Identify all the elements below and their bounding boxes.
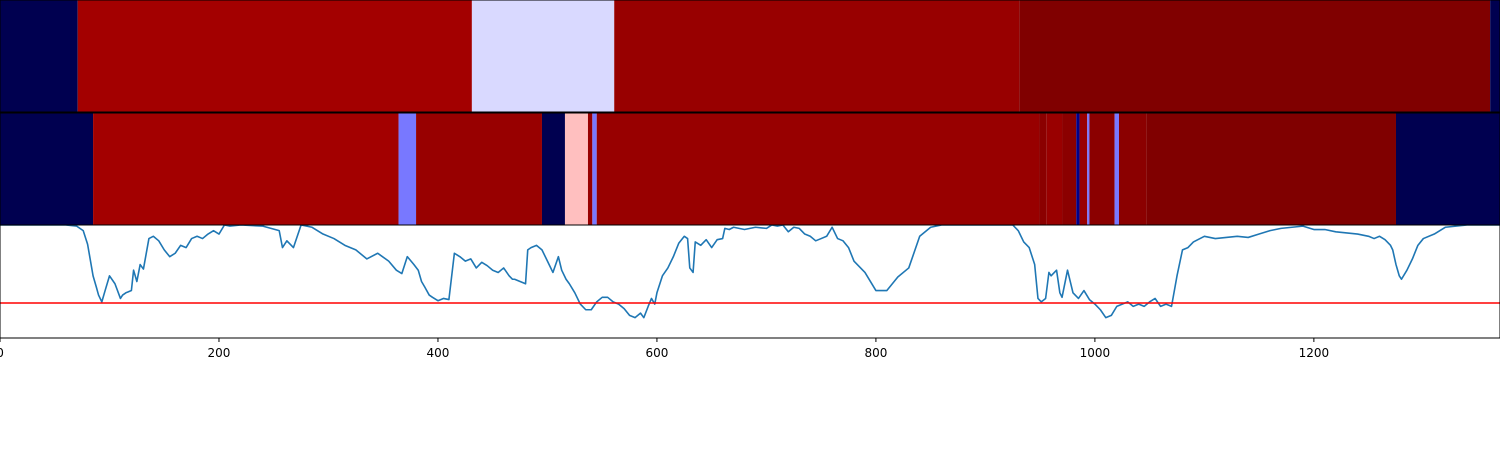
track-2-segment: [0, 113, 94, 225]
track-2-segment: [1079, 113, 1088, 225]
track-2-segment: [564, 113, 588, 225]
signal-frame: [0, 224, 1500, 339]
track-2-segment: [596, 113, 1040, 225]
track-2-segment: [1076, 113, 1080, 225]
track-2-segment: [592, 113, 597, 225]
track-2-segment: [1114, 113, 1119, 225]
track-2-segment: [93, 113, 399, 225]
track-2-segment: [1395, 113, 1500, 225]
x-tick-label: 1200: [1299, 346, 1330, 360]
track-1-segment: [1490, 0, 1500, 112]
segmentation-track-2: [0, 113, 1500, 225]
x-tick-label: 600: [645, 346, 668, 360]
track-1-segment: [614, 0, 1020, 112]
x-tick-label: 0: [0, 346, 4, 360]
track-2-segment: [1089, 113, 1115, 225]
track-2-segment: [1039, 113, 1047, 225]
track-2-segment: [541, 113, 565, 225]
track-2-segment: [398, 113, 417, 225]
x-tick-label: 1000: [1080, 346, 1111, 360]
segmentation-track-1: [0, 0, 1500, 112]
x-tick-label: 400: [427, 346, 450, 360]
track-2-segment: [1046, 113, 1063, 225]
signal-plot-area: [0, 225, 1500, 319]
track-2-segment: [1062, 113, 1077, 225]
track-2-segment: [587, 113, 593, 225]
track-2-segment: [1087, 113, 1090, 225]
x-tick-label: 800: [864, 346, 887, 360]
track-1-segment: [0, 0, 78, 112]
x-tick-label: 200: [208, 346, 231, 360]
track-1-segment: [1019, 0, 1491, 112]
track-1-segment: [77, 0, 472, 112]
track-2-segment: [1118, 113, 1147, 225]
signal-panel: 0 200 400 600 800 1000 1200: [0, 224, 1500, 360]
track-1-frame: [0, 0, 1500, 113]
track-2-segment: [1146, 113, 1396, 225]
signal-line: [0, 225, 1500, 319]
track-1-segment: [471, 0, 615, 112]
track-2-segment: [416, 113, 542, 225]
x-axis: 0 200 400 600 800 1000 1200: [0, 338, 1329, 360]
